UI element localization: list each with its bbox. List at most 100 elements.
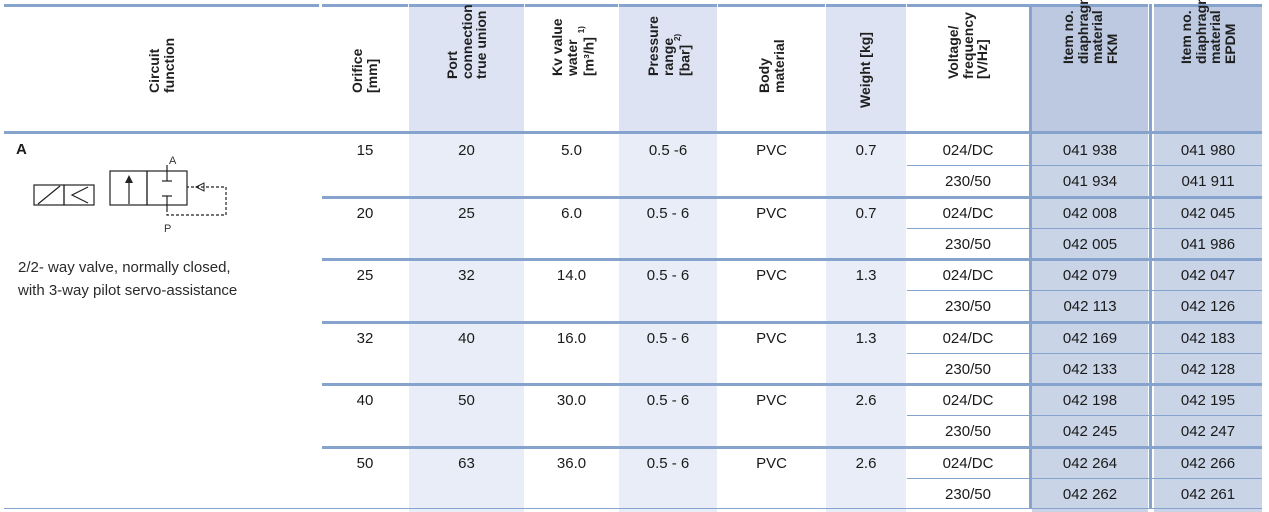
circuit-description-line2: with 3-way pilot servo-assistance [18, 282, 238, 299]
cell-voltage: 024/DC [942, 454, 994, 472]
header-pressure-range: Pressure range [bar] 2) [619, 4, 717, 132]
cell-epdm: 042 183 [1180, 329, 1236, 347]
header-voltage-frequency-label: Voltage/ frequency [V/Hz] [945, 11, 990, 79]
port-a-label: A [169, 155, 177, 167]
separator-voltage-fkm [1029, 4, 1032, 509]
cell-orifice: 50 [356, 454, 374, 472]
header-voltage-frequency: Voltage/ frequency [V/Hz] [907, 4, 1029, 132]
cell-body: PVC [756, 392, 787, 409]
cell-pressure: 0.5 - 6 [646, 204, 690, 222]
header-port-connection: Port connection true union [409, 4, 524, 132]
group-divider [322, 320, 1262, 324]
pilot-arrow-icon [194, 182, 205, 192]
cell-kv: 14.0 [556, 267, 587, 284]
cell-fkm: 042 005 [1062, 235, 1118, 253]
cell-fkm: 042 262 [1062, 485, 1118, 503]
cell-weight: 2.6 [855, 454, 877, 472]
group-divider [322, 195, 1262, 199]
cell-fkm: 042 113 [1063, 298, 1117, 316]
group-divider [322, 258, 1262, 261]
cell-pressure: 0.5 -6 [648, 142, 688, 159]
valve-symbol-icon: A P [33, 155, 227, 235]
header-orifice-label: Orifice [mm] [349, 48, 380, 93]
group-divider [322, 445, 1262, 449]
cell-voltage: 230/50 [945, 485, 991, 503]
flow-arrow-icon [125, 175, 133, 183]
cell-fkm: 041 934 [1062, 173, 1118, 191]
cell-kv: 30.0 [556, 392, 587, 409]
cell-epdm: 042 047 [1180, 267, 1236, 284]
cell-voltage: 230/50 [945, 235, 991, 253]
separator-fkm-epdm [1149, 4, 1152, 509]
cell-fkm: 041 938 [1062, 142, 1118, 159]
cell-voltage: 230/50 [945, 173, 991, 191]
cell-port: 63 [458, 454, 475, 472]
cell-body: PVC [756, 142, 787, 159]
cell-fkm: 042 079 [1062, 267, 1118, 284]
header-item-fkm: Item no. diaphragm material FKM [1032, 0, 1148, 132]
cell-port: 25 [458, 204, 475, 222]
cell-port: 32 [458, 267, 475, 284]
port-p-label: P [164, 223, 171, 235]
header-pressure-range-footnote: 2) [673, 33, 682, 41]
cell-voltage: 230/50 [945, 360, 991, 378]
header-body-material-label: Body material [755, 39, 787, 93]
cell-epdm: 041 911 [1181, 173, 1235, 191]
cell-voltage: 024/DC [942, 392, 994, 409]
cell-fkm: 042 169 [1062, 329, 1118, 347]
cell-port: 20 [458, 142, 475, 159]
header-bottom-rule [4, 131, 1262, 134]
subrow-divider [907, 477, 1262, 479]
cell-epdm: 042 195 [1180, 392, 1236, 409]
cell-fkm: 042 264 [1062, 454, 1118, 472]
cell-epdm: 041 986 [1180, 235, 1236, 253]
cell-kv: 5.0 [561, 142, 582, 159]
cell-voltage: 024/DC [942, 204, 994, 222]
cell-orifice: 32 [356, 329, 374, 347]
cell-body: PVC [756, 454, 787, 472]
cell-body: PVC [756, 329, 787, 347]
header-kv-value-footnote: 1) [576, 25, 586, 34]
header-pressure-range-text: Pressure range [bar] [645, 15, 693, 76]
header-port-connection-label: Port connection true union [443, 3, 489, 79]
cell-port: 40 [458, 329, 475, 347]
cell-port: 50 [458, 392, 475, 409]
cell-pressure: 0.5 - 6 [646, 392, 690, 409]
cell-pressure: 0.5 - 6 [646, 267, 690, 284]
subrow-divider [907, 227, 1262, 229]
cell-weight: 0.7 [855, 204, 877, 222]
header-orifice: Orifice [mm] [322, 4, 408, 132]
cell-voltage: 024/DC [942, 267, 994, 284]
cell-voltage: 024/DC [942, 142, 994, 159]
header-kv-value-text: Kv value water [m³/h] [548, 18, 597, 76]
cell-pressure: 0.5 - 6 [646, 454, 690, 472]
cell-body: PVC [756, 204, 787, 222]
header-body-material: Body material [718, 4, 825, 132]
circuit-description-line1: 2/2- way valve, normally closed, [18, 259, 231, 276]
header-circuit-function: Circuit function [4, 4, 319, 132]
cell-epdm: 042 045 [1180, 204, 1236, 222]
cell-voltage: 230/50 [945, 423, 991, 441]
header-pressure-range-label: Pressure range [bar] 2) [645, 15, 693, 76]
subrow-divider [907, 352, 1262, 354]
cell-orifice: 40 [356, 392, 374, 409]
cell-body: PVC [756, 267, 787, 284]
cell-fkm: 042 245 [1062, 423, 1118, 441]
cell-orifice: 25 [356, 267, 374, 284]
cell-voltage: 230/50 [945, 298, 991, 316]
cell-kv: 6.0 [561, 204, 582, 222]
header-kv-value-label: Kv value water [m³/h] 1) [548, 18, 597, 76]
cell-weight: 2.6 [855, 392, 877, 409]
subrow-divider [907, 290, 1262, 292]
cell-orifice: 20 [356, 204, 374, 222]
cell-weight: 1.3 [855, 329, 877, 347]
circuit-description: 2/2- way valve, normally closed, with 3-… [18, 256, 318, 302]
subrow-divider [907, 165, 1262, 167]
cell-epdm: 042 247 [1180, 423, 1236, 441]
cell-epdm: 041 980 [1180, 142, 1236, 159]
cell-kv: 16.0 [556, 329, 587, 347]
cell-weight: 1.3 [855, 267, 877, 284]
header-item-epdm: Item no. diaphragm material EPDM [1154, 0, 1262, 132]
cell-epdm: 042 261 [1180, 485, 1236, 503]
cell-orifice: 15 [356, 142, 374, 159]
